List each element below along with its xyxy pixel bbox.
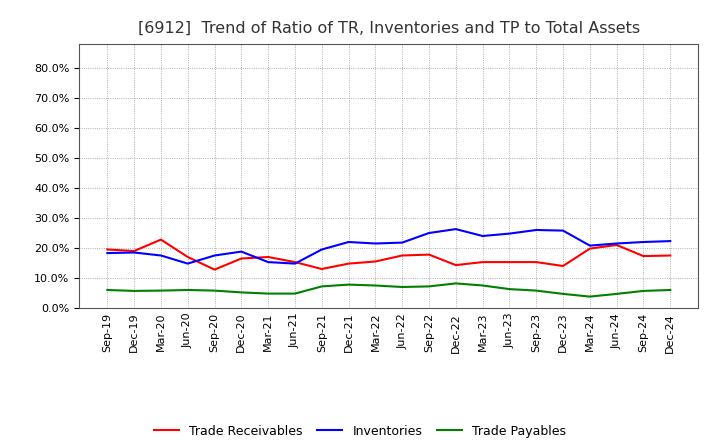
Inventories — [666, 238, 675, 244]
Trade Payables — [103, 287, 112, 293]
Legend: Trade Receivables, Inventories, Trade Payables: Trade Receivables, Inventories, Trade Pa… — [149, 420, 571, 440]
Trade Payables — [264, 291, 272, 296]
Line: Inventories: Inventories — [107, 229, 670, 264]
Inventories — [639, 239, 648, 245]
Trade Payables — [157, 288, 166, 293]
Trade Payables — [291, 291, 300, 296]
Trade Payables — [639, 288, 648, 293]
Inventories — [585, 243, 594, 248]
Title: [6912]  Trend of Ratio of TR, Inventories and TP to Total Assets: [6912] Trend of Ratio of TR, Inventories… — [138, 21, 640, 36]
Inventories — [291, 261, 300, 266]
Inventories — [264, 260, 272, 265]
Trade Receivables — [478, 260, 487, 265]
Line: Trade Payables: Trade Payables — [107, 283, 670, 297]
Trade Receivables — [398, 253, 407, 258]
Inventories — [184, 261, 192, 266]
Inventories — [210, 253, 219, 258]
Trade Receivables — [130, 248, 138, 253]
Inventories — [318, 247, 326, 252]
Line: Trade Receivables: Trade Receivables — [107, 240, 670, 270]
Inventories — [425, 231, 433, 236]
Trade Payables — [237, 290, 246, 295]
Trade Payables — [505, 286, 514, 292]
Inventories — [130, 250, 138, 255]
Trade Payables — [532, 288, 541, 293]
Trade Receivables — [237, 256, 246, 261]
Trade Payables — [478, 283, 487, 288]
Trade Receivables — [559, 264, 567, 269]
Inventories — [371, 241, 379, 246]
Trade Receivables — [291, 260, 300, 265]
Trade Receivables — [666, 253, 675, 258]
Trade Payables — [425, 284, 433, 289]
Trade Payables — [130, 288, 138, 293]
Trade Payables — [612, 291, 621, 297]
Inventories — [505, 231, 514, 236]
Trade Receivables — [532, 260, 541, 265]
Trade Receivables — [210, 267, 219, 272]
Trade Receivables — [184, 254, 192, 260]
Trade Receivables — [318, 266, 326, 271]
Trade Receivables — [344, 261, 353, 266]
Inventories — [612, 241, 621, 246]
Trade Receivables — [103, 247, 112, 252]
Trade Receivables — [639, 253, 648, 259]
Inventories — [559, 228, 567, 233]
Trade Payables — [371, 283, 379, 288]
Inventories — [532, 227, 541, 233]
Trade Receivables — [585, 246, 594, 251]
Trade Payables — [559, 291, 567, 297]
Inventories — [451, 227, 460, 232]
Trade Payables — [398, 284, 407, 290]
Trade Payables — [184, 287, 192, 293]
Inventories — [344, 239, 353, 245]
Trade Receivables — [505, 260, 514, 265]
Trade Payables — [666, 287, 675, 293]
Inventories — [398, 240, 407, 245]
Inventories — [237, 249, 246, 254]
Trade Payables — [210, 288, 219, 293]
Inventories — [478, 233, 487, 238]
Trade Receivables — [157, 237, 166, 242]
Inventories — [103, 250, 112, 256]
Trade Receivables — [451, 262, 460, 268]
Trade Receivables — [425, 252, 433, 257]
Trade Payables — [318, 284, 326, 289]
Trade Receivables — [612, 242, 621, 248]
Trade Receivables — [371, 259, 379, 264]
Trade Payables — [344, 282, 353, 287]
Trade Payables — [451, 281, 460, 286]
Trade Payables — [585, 294, 594, 299]
Trade Receivables — [264, 254, 272, 260]
Inventories — [157, 253, 166, 258]
